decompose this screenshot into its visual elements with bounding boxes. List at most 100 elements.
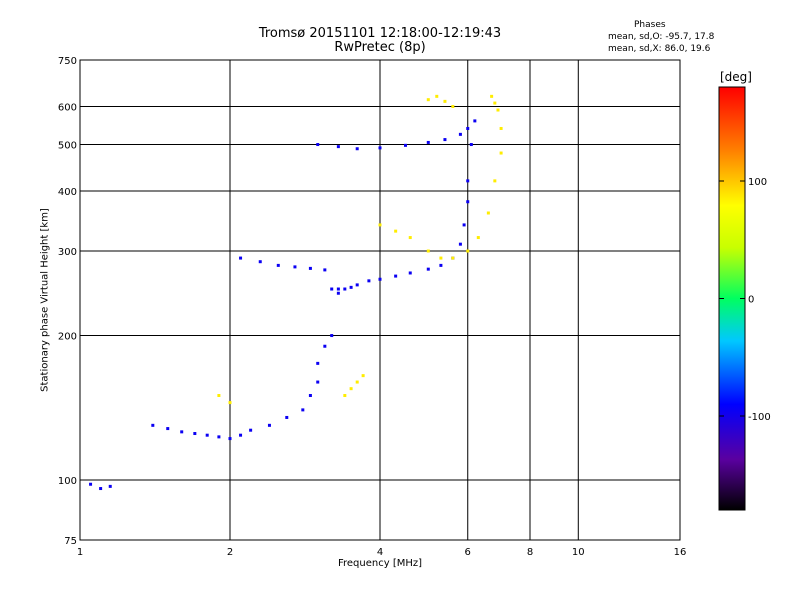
echo-point — [378, 277, 382, 281]
echo-point — [285, 415, 289, 419]
echo-point — [316, 380, 320, 384]
echo-point — [426, 140, 430, 144]
echo-point — [301, 408, 305, 412]
echo-point — [439, 256, 443, 260]
echo-point — [394, 229, 398, 233]
echo-point — [499, 126, 503, 130]
echo-point — [466, 249, 470, 253]
echo-point — [469, 143, 473, 147]
x-tick-label: 16 — [674, 547, 687, 558]
echo-point — [276, 263, 280, 267]
echo-point — [330, 334, 334, 338]
echo-point — [394, 274, 398, 278]
echo-point — [205, 433, 209, 437]
echo-point — [466, 179, 470, 183]
echo-point — [493, 179, 497, 183]
echo-point — [308, 394, 312, 398]
echo-point — [316, 143, 320, 147]
echo-point — [493, 101, 497, 105]
colorbar-tick-label: -100 — [748, 412, 771, 423]
echo-point — [408, 271, 412, 275]
echo-point — [443, 138, 447, 142]
echo-point — [99, 487, 103, 491]
echo-point — [308, 266, 312, 270]
phases-legend-title: Phases — [634, 20, 666, 30]
echo-point — [403, 143, 407, 147]
echo-point — [443, 99, 447, 103]
echo-point — [349, 285, 353, 289]
echo-point — [426, 249, 430, 253]
echo-point — [490, 94, 494, 98]
y-tick-label: 500 — [58, 141, 77, 152]
y-tick-label: 200 — [58, 332, 77, 343]
x-tick-label: 4 — [377, 547, 383, 558]
x-tick-label: 10 — [572, 547, 585, 558]
echo-point — [267, 423, 271, 427]
echo-point — [180, 430, 184, 434]
echo-point — [239, 433, 243, 437]
x-tick-label: 8 — [527, 547, 533, 558]
echo-point — [473, 119, 477, 123]
echo-point — [258, 260, 262, 264]
y-tick-label: 100 — [58, 476, 77, 487]
echo-point — [355, 147, 359, 151]
echo-point — [458, 242, 462, 246]
echo-point — [426, 98, 430, 102]
echo-point — [378, 223, 382, 227]
echo-point — [451, 256, 455, 260]
echo-point — [151, 423, 155, 427]
y-tick-label: 300 — [58, 247, 77, 258]
echo-point — [239, 256, 243, 260]
echo-point — [476, 236, 480, 240]
echo-point — [336, 291, 340, 295]
echo-point — [323, 268, 327, 272]
x-tick-label: 1 — [77, 547, 83, 558]
echo-point — [228, 401, 232, 405]
x-tick-label: 2 — [227, 547, 233, 558]
echo-point — [217, 435, 221, 439]
echo-point — [336, 145, 340, 149]
echo-point — [193, 432, 197, 436]
echo-point — [108, 484, 112, 488]
echo-point — [323, 344, 327, 348]
echo-point — [361, 374, 365, 378]
echo-point — [458, 132, 462, 136]
echo-point — [355, 380, 359, 384]
echo-point — [228, 437, 232, 441]
echo-point — [293, 265, 297, 269]
echo-point — [330, 287, 334, 291]
y-tick-label: 750 — [58, 56, 77, 67]
phases-legend-o-mode: mean, sd,O: -95.7, 17.8 — [608, 32, 715, 42]
y-tick-label: 400 — [58, 187, 77, 198]
echo-point — [378, 146, 382, 150]
echo-point — [451, 105, 455, 109]
echo-point — [439, 263, 443, 267]
echo-point — [466, 200, 470, 204]
echo-point — [426, 267, 430, 271]
echo-point — [343, 287, 347, 291]
phases-legend-x-mode: mean, sd,X: 86.0, 19.6 — [608, 44, 711, 54]
x-axis-label: Frequency [MHz] — [337, 558, 423, 569]
echo-point — [249, 428, 253, 432]
echo-point — [435, 94, 439, 98]
echo-point — [349, 387, 353, 391]
x-tick-label: 6 — [465, 547, 471, 558]
y-tick-label: 75 — [64, 536, 77, 547]
plot-frame — [79, 59, 681, 541]
chart-subtitle: RwPretec (8p) — [334, 40, 426, 55]
echo-point — [466, 126, 470, 130]
colorbar-tick-label: 100 — [748, 177, 767, 188]
echo-point — [486, 211, 490, 215]
echo-point — [355, 283, 359, 287]
echo-point — [499, 151, 503, 155]
y-tick-label: 600 — [58, 103, 77, 114]
colorbar-unit-label: [deg] — [720, 70, 752, 84]
echo-point — [343, 394, 347, 398]
echo-point — [408, 236, 412, 240]
echo-point — [336, 287, 340, 291]
echo-point — [217, 394, 221, 398]
chart-title: Tromsø 20151101 12:18:00-12:19:43 — [258, 26, 502, 41]
echo-point — [166, 427, 170, 431]
echo-point — [496, 108, 500, 112]
echo-point — [367, 279, 371, 283]
